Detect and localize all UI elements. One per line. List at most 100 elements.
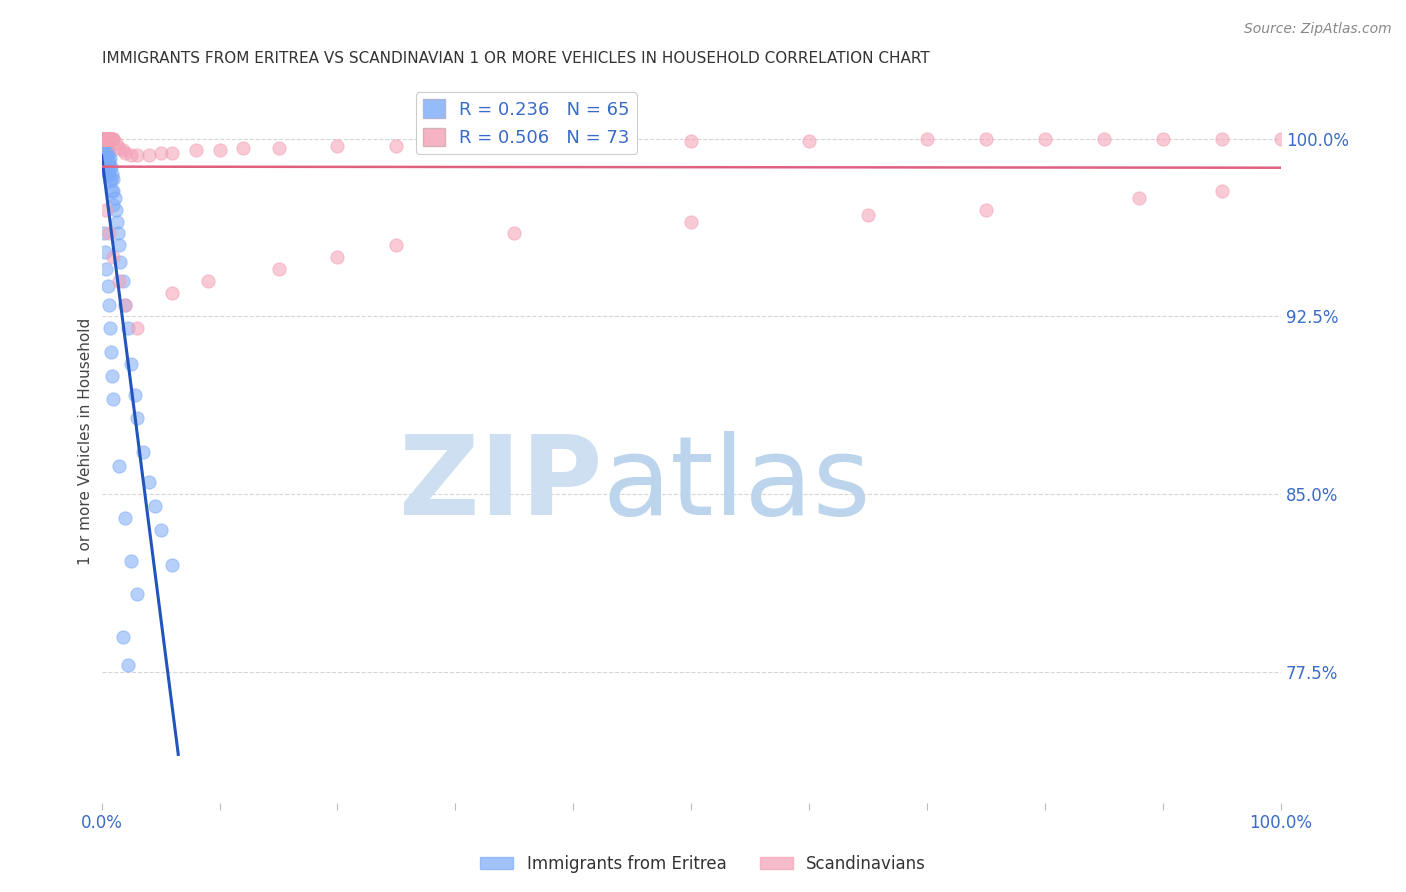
Point (114, 298, 136, 312)
Point (93, 131, 115, 145)
Point (101, 184, 124, 198)
Point (120, 554, 142, 568)
Point (125, 411, 148, 425)
Point (974, 131, 997, 145)
Point (1033, 131, 1056, 145)
Point (138, 475, 160, 490)
Point (96, 136, 118, 151)
Point (267, 141, 290, 155)
Point (103, 131, 125, 145)
Point (1092, 131, 1115, 145)
Point (103, 392, 125, 407)
Point (385, 138, 408, 153)
Point (96, 155, 118, 169)
Point (1211, 131, 1233, 145)
Point (93, 227, 115, 241)
Point (93, 131, 115, 145)
Point (503, 227, 526, 241)
Point (96, 131, 118, 145)
Point (100, 345, 122, 359)
Point (111, 144, 134, 158)
Point (94, 155, 117, 169)
Point (93, 136, 115, 151)
Point (799, 134, 821, 148)
Point (91, 131, 114, 145)
Legend: Immigrants from Eritrea, Scandinavians: Immigrants from Eritrea, Scandinavians (474, 848, 932, 880)
Point (94, 245, 117, 260)
Point (96, 148, 118, 162)
Point (1152, 131, 1174, 145)
Point (94, 141, 117, 155)
Point (103, 131, 125, 145)
Point (96, 278, 118, 293)
Point (104, 136, 127, 151)
Point (111, 274, 134, 288)
Point (114, 298, 136, 312)
Point (326, 250, 349, 264)
Point (101, 368, 124, 383)
Point (110, 255, 132, 269)
Point (105, 214, 128, 228)
Point (97, 131, 120, 145)
Point (100, 131, 122, 145)
Point (117, 321, 139, 335)
Point (94, 131, 117, 145)
Point (562, 136, 585, 151)
Point (93, 131, 115, 145)
Point (97, 145, 120, 160)
Point (681, 134, 703, 148)
Point (108, 274, 131, 288)
Point (91, 131, 114, 145)
Point (856, 207, 879, 221)
Point (120, 148, 142, 162)
Point (138, 148, 160, 162)
Point (103, 172, 125, 186)
Point (96, 131, 118, 145)
Point (96, 262, 118, 277)
Point (1211, 184, 1233, 198)
Point (143, 499, 166, 513)
Point (1128, 191, 1150, 205)
Point (111, 630, 134, 644)
Point (326, 138, 349, 153)
Point (114, 145, 136, 160)
Point (94, 131, 117, 145)
Point (96, 202, 118, 217)
Point (232, 141, 254, 155)
Point (149, 145, 172, 160)
Point (108, 458, 131, 473)
Point (91, 131, 114, 145)
Point (94, 131, 117, 145)
Point (117, 658, 139, 673)
Point (94, 136, 117, 151)
Point (162, 558, 184, 573)
Point (98, 174, 121, 188)
Point (124, 388, 146, 402)
Point (98, 131, 121, 145)
Point (96, 131, 118, 145)
Point (96, 167, 118, 181)
Point (97, 227, 120, 241)
Point (197, 274, 219, 288)
Point (93, 144, 115, 158)
Point (96, 141, 118, 155)
Point (97, 131, 120, 145)
Text: IMMIGRANTS FROM ERITREA VS SCANDINAVIAN 1 OR MORE VEHICLES IN HOUSEHOLD CORRELAT: IMMIGRANTS FROM ERITREA VS SCANDINAVIAN … (101, 51, 929, 66)
Point (96, 144, 118, 158)
Point (96, 151, 118, 165)
Point (104, 202, 127, 217)
Point (100, 131, 122, 145)
Text: Source: ZipAtlas.com: Source: ZipAtlas.com (1244, 22, 1392, 37)
Point (103, 184, 125, 198)
Point (101, 167, 124, 181)
Point (267, 262, 290, 277)
Point (100, 131, 122, 145)
Point (108, 141, 131, 155)
Point (91, 136, 114, 151)
Point (96, 160, 118, 174)
Point (103, 198, 125, 212)
Point (120, 357, 142, 371)
Point (184, 144, 207, 158)
Point (98, 321, 121, 335)
Point (132, 444, 155, 458)
